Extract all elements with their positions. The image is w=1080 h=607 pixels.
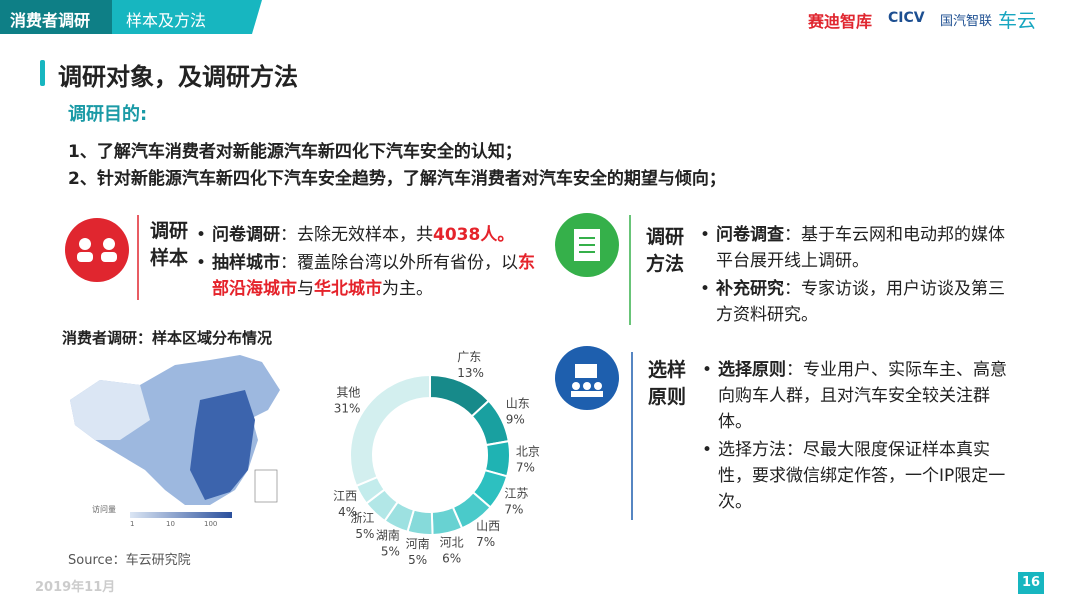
text-run: 为主。 <box>382 279 433 299</box>
donut-category: 浙江 <box>350 511 374 525</box>
bullet-dot: • <box>196 253 207 273</box>
label-line: 调研 <box>150 220 189 242</box>
text-run: ：专家访谈，用户访谈及第三方资料研究。 <box>716 279 1005 325</box>
donut-value: 7% <box>504 502 523 516</box>
donut-category: 广东 <box>457 350 481 364</box>
tab-bg <box>0 0 112 34</box>
bullet-dot: • <box>700 225 711 245</box>
bullet-dot: • <box>702 440 713 460</box>
title: 调研对象，及调研方法 <box>58 63 298 91</box>
text-run: 华北城市 <box>314 279 382 299</box>
label-line: 方法 <box>646 253 685 275</box>
donut-value: 9% <box>506 412 525 426</box>
donut-category: 湖南 <box>376 527 400 542</box>
bullet: • 问卷调研：去除无效样本，共4038人。 <box>196 222 536 248</box>
bullet-text: 抽样城市：覆盖除台湾以外所有省份，以东部沿海城市与华北城市为主。 <box>212 250 536 302</box>
bullet-dot: • <box>700 279 711 299</box>
donut-category: 山东 <box>506 396 530 410</box>
donut-category: 江苏 <box>504 486 528 500</box>
text-run: 问卷调研 <box>212 225 280 245</box>
donut-category: 其他 <box>336 386 360 400</box>
text-run: 补充研究 <box>716 279 784 299</box>
bullet-list: • 问卷调查：基于车云网和电动邦的媒体平台展开线上调研。 • 补充研究：专家访谈，用户… <box>700 222 1015 330</box>
bullet-text: 问卷调查：基于车云网和电动邦的媒体平台展开线上调研。 <box>716 222 1015 274</box>
donut-category: 山西 <box>476 519 500 533</box>
legend-title: 访问量 <box>92 505 116 514</box>
text-run: 选择原则 <box>718 360 786 380</box>
stripe <box>252 0 272 34</box>
section-label: 调研 方法 <box>646 224 684 278</box>
text-run: ：基于车云网和电动邦的媒体平台展开线上调研。 <box>716 225 1005 271</box>
donut-value: 5% <box>381 544 400 558</box>
text-run: ：去除无效样本，共 <box>280 225 433 245</box>
text-run: ：覆盖除台湾以外所有省份，以 <box>280 253 518 273</box>
label-line: 调研 <box>646 226 685 248</box>
donut-value: 5% <box>408 553 427 567</box>
label-line: 选样 <box>648 359 687 381</box>
bullet: • 补充研究：专家访谈，用户访谈及第三方资料研究。 <box>700 276 1015 328</box>
logo: 赛迪智库 <box>808 12 873 31</box>
source: Source：车云研究院 <box>68 553 191 568</box>
donut-value: 13% <box>457 366 484 380</box>
legend-tick: 1 <box>130 520 135 528</box>
purpose-item: 1、了解汽车消费者对新能源汽车新四化下汽车安全的认知； <box>68 142 522 162</box>
bullet: • 选择方法：尽最大限度保证样本真实性，要求微信绑定作答，一个IP限定一次。 <box>702 437 1017 515</box>
donut-value: 6% <box>442 552 461 566</box>
text-run: 选择方法：尽最大限度保证样本真实性，要求微信绑定作答，一个IP限定一次。 <box>718 440 1006 512</box>
section-label: 选样 原则 <box>648 357 686 411</box>
map-legend <box>130 512 232 518</box>
donut-segment <box>349 373 431 488</box>
logo: CICV <box>888 10 925 26</box>
bullet-dot: • <box>702 360 713 380</box>
bullet-list: • 问卷调研：去除无效样本，共4038人。 • 抽样城市：覆盖除台湾以外所有省份，以东… <box>196 222 536 304</box>
logo: 国汽智联 <box>940 14 993 29</box>
purpose-heading: 调研目的: <box>68 104 148 125</box>
donut-value: 5% <box>355 527 374 541</box>
bullet: • 抽样城市：覆盖除台湾以外所有省份，以东部沿海城市与华北城市为主。 <box>196 250 536 302</box>
bullet: • 选择原则：专业用户、实际车主、高意向购车人群，且对汽车安全较关注群体。 <box>702 357 1017 435</box>
text-run: ：专业用户、实际车主、高意向购车人群，且对汽车安全较关注群体。 <box>718 360 1007 432</box>
page-number: 16 <box>1022 575 1041 590</box>
bullet-text: 选择方法：尽最大限度保证样本真实性，要求微信绑定作答，一个IP限定一次。 <box>718 437 1017 515</box>
subtitle: 样本及方法 <box>126 11 207 30</box>
donut-category: 河北 <box>440 536 464 550</box>
bullet-dot: • <box>196 225 207 245</box>
donut-value: 4% <box>338 505 357 519</box>
label-line: 原则 <box>648 386 687 408</box>
bullet-list: • 选择原则：专业用户、实际车主、高意向购车人群，且对汽车安全较关注群体。 • 选择方… <box>702 357 1017 517</box>
donut-value: 7% <box>516 461 535 475</box>
donut-category: 河南 <box>406 536 430 551</box>
donut-value: 7% <box>476 535 495 549</box>
chart-heading: 消费者调研：样本区域分布情况 <box>62 329 273 347</box>
text-run: 抽样城市 <box>212 253 280 273</box>
bullet-text: 补充研究：专家访谈，用户访谈及第三方资料研究。 <box>716 276 1015 328</box>
text-run: 东部沿海城市 <box>212 253 535 299</box>
donut-category: 江西 <box>333 489 357 503</box>
title-bar <box>40 60 45 86</box>
donut-value: 31% <box>334 402 361 416</box>
date: 2019年11月 <box>35 580 116 595</box>
text-run: 与 <box>297 279 314 299</box>
section-label: 调研 样本 <box>150 218 188 272</box>
purpose-item: 2、针对新能源汽车新四化下汽车安全趋势，了解汽车消费者对汽车安全的期望与倾向； <box>68 169 726 189</box>
bullet: • 问卷调查：基于车云网和电动邦的媒体平台展开线上调研。 <box>700 222 1015 274</box>
subtitle-bg <box>112 0 270 34</box>
page-bg <box>1018 572 1044 594</box>
legend-tick: 100 <box>204 520 218 528</box>
bullet-text: 选择原则：专业用户、实际车主、高意向购车人群，且对汽车安全较关注群体。 <box>718 357 1017 435</box>
bullet-text: 问卷调研：去除无效样本，共4038人。 <box>212 222 514 248</box>
legend-tick: 10 <box>166 520 175 528</box>
label-line: 样本 <box>150 247 189 269</box>
tab: 消费者调研 <box>10 11 91 30</box>
donut-category: 北京 <box>516 445 540 459</box>
text-run: 问卷调查 <box>716 225 784 245</box>
logo: 车云 <box>998 10 1037 32</box>
icon-survey <box>65 218 129 282</box>
text-run: 4038人。 <box>433 225 515 245</box>
